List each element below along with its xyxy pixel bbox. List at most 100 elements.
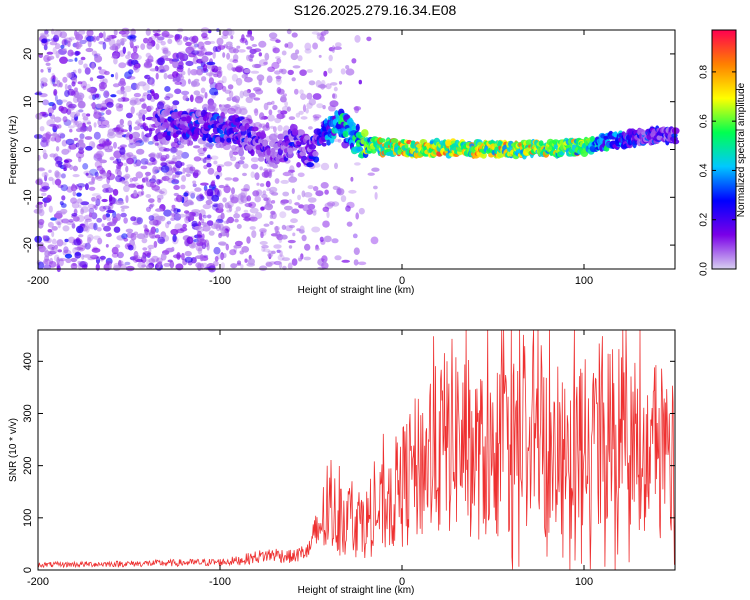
noise-blob (132, 255, 139, 263)
noise-blob (88, 181, 95, 185)
ridge-blob (613, 131, 618, 138)
noise-blob (78, 29, 86, 35)
noise-blob (143, 37, 149, 44)
snr-x-tick-label: -100 (209, 576, 231, 588)
noise-blob (320, 182, 329, 189)
noise-blob (178, 213, 186, 218)
noise-blob (95, 198, 101, 207)
noise-blob (314, 247, 320, 251)
noise-blob (201, 233, 205, 240)
noise-blob (226, 63, 234, 71)
noise-blob (189, 166, 196, 172)
noise-blob (166, 220, 172, 225)
noise-blob (287, 69, 294, 76)
noise-blob (43, 138, 51, 143)
noise-blob (40, 139, 49, 148)
noise-blob (55, 146, 60, 152)
noise-blob (133, 231, 139, 236)
noise-blob (302, 104, 307, 113)
noise-blob (76, 244, 86, 252)
noise-blob (117, 43, 121, 47)
noise-blob (214, 255, 219, 262)
noise-blob (75, 31, 80, 39)
noise-blob (250, 36, 255, 41)
noise-blob (239, 108, 248, 115)
noise-blob (64, 253, 73, 259)
noise-blob (172, 78, 179, 83)
noise-blob (110, 94, 117, 98)
noise-blob (78, 234, 84, 238)
noise-blob (91, 193, 101, 197)
noise-blob (131, 131, 141, 139)
noise-blob (328, 54, 333, 62)
noise-blob (148, 215, 155, 221)
noise-blob (54, 170, 60, 178)
noise-blob (288, 224, 295, 229)
noise-blob (242, 172, 247, 177)
noise-blob (307, 185, 314, 190)
noise-blob (93, 222, 98, 231)
noise-blob (229, 249, 237, 256)
noise-blob (172, 154, 176, 162)
noise-blob (217, 202, 224, 210)
noise-blob (291, 32, 298, 38)
noise-blob (271, 192, 279, 196)
noise-blob (332, 138, 340, 142)
noise-blob (182, 36, 189, 42)
noise-blob (125, 54, 131, 60)
ridge-blob (342, 130, 349, 138)
noise-blob (258, 52, 262, 57)
noise-blob (288, 245, 293, 249)
noise-blob (192, 183, 197, 188)
noise-blob (304, 48, 312, 54)
noise-blob (164, 96, 171, 101)
snr-panel: -200 -100 0 100 0 100 200 300 400 Height of str… (8, 329, 676, 596)
noise-blob (42, 235, 47, 240)
colorbar-label: Normalized spectral amplitude (736, 82, 747, 217)
noise-blob (174, 88, 182, 95)
noise-blob (147, 141, 154, 145)
ridge-blob (165, 134, 171, 141)
noise-blob (60, 208, 68, 214)
noise-blob (268, 32, 278, 39)
noise-blob (86, 29, 94, 37)
noise-blob (136, 184, 144, 189)
noise-blob (160, 154, 168, 161)
ridge-blob (308, 143, 317, 150)
noise-blob (106, 176, 111, 185)
noise-blob (76, 225, 84, 234)
noise-blob (50, 136, 57, 142)
noise-blob (146, 93, 152, 101)
noise-blob (203, 164, 208, 170)
noise-blob (268, 186, 278, 193)
noise-blob (104, 148, 113, 153)
noise-blob (232, 177, 239, 182)
ridge-blob (313, 156, 320, 163)
noise-blob (234, 104, 241, 109)
noise-blob (260, 206, 265, 211)
noise-blob (90, 254, 99, 260)
noise-blob (52, 124, 59, 130)
noise-blob (277, 125, 283, 132)
noise-blob (121, 179, 126, 184)
noise-blob (141, 177, 146, 183)
noise-blob (55, 50, 60, 59)
noise-blob (137, 81, 147, 87)
noise-blob (148, 219, 157, 226)
noise-blob (213, 221, 220, 229)
noise-blob (102, 188, 109, 193)
noise-blob (185, 216, 191, 221)
noise-blob (102, 142, 111, 146)
noise-blob (276, 58, 282, 64)
ridge-blob (218, 129, 224, 135)
noise-blob (52, 47, 57, 55)
noise-blob (62, 116, 68, 123)
noise-blob (65, 257, 72, 264)
snr-x-tick-label: 100 (575, 576, 593, 588)
noise-blob (169, 260, 175, 269)
noise-blob (193, 156, 202, 162)
noise-blob (116, 165, 122, 172)
noise-blob (173, 207, 179, 214)
noise-blob (205, 72, 214, 76)
noise-blob (156, 152, 160, 159)
